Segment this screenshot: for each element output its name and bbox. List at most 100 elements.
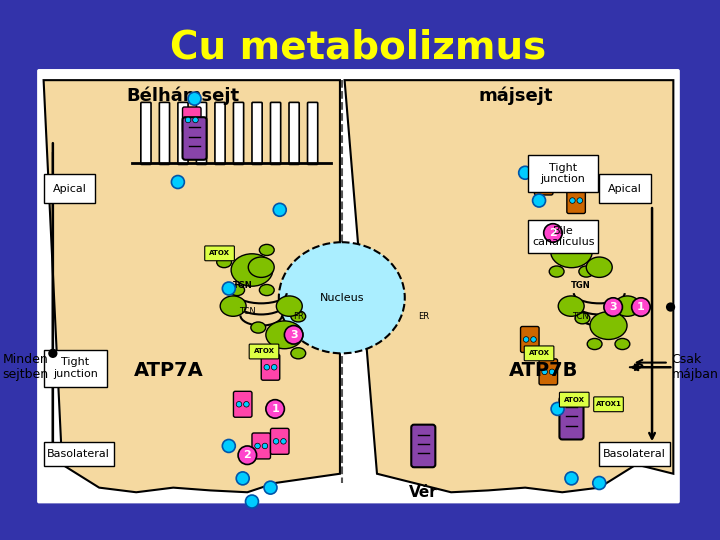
FancyBboxPatch shape [252,433,271,459]
Point [572,413,581,420]
Text: Basolateral: Basolateral [603,449,666,460]
FancyBboxPatch shape [182,107,201,133]
Point [184,133,193,140]
FancyBboxPatch shape [37,69,680,503]
Circle shape [666,302,675,312]
Text: 3: 3 [609,302,617,312]
Point [572,404,581,410]
Circle shape [188,92,201,105]
Point [196,133,204,140]
Text: ATOX: ATOX [209,251,230,256]
Text: Csak
májban: Csak májban [672,353,719,381]
Ellipse shape [263,348,278,359]
FancyBboxPatch shape [411,424,436,467]
Text: 1: 1 [271,404,279,414]
Circle shape [238,446,256,464]
FancyBboxPatch shape [271,103,281,164]
Circle shape [193,117,198,123]
Ellipse shape [291,348,306,359]
Circle shape [243,402,249,407]
Text: Tight
junction: Tight junction [53,357,98,379]
Circle shape [262,443,268,449]
Point [196,143,204,149]
Circle shape [544,224,562,242]
Circle shape [281,438,287,444]
Circle shape [284,326,303,344]
Text: TCN: TCN [239,307,256,316]
Text: Nucleus: Nucleus [320,293,364,303]
Circle shape [523,336,529,342]
Text: Bélhámsejt: Bélhámsejt [126,86,239,105]
Text: Bile
canaliculus: Bile canaliculus [532,226,595,247]
Point [196,124,204,131]
Ellipse shape [291,311,306,322]
FancyBboxPatch shape [539,359,557,385]
Text: Apical: Apical [53,184,86,193]
Ellipse shape [575,313,590,324]
Text: májsejt: májsejt [479,86,553,105]
Circle shape [631,298,650,316]
Circle shape [570,198,575,204]
Text: ER: ER [418,312,429,321]
FancyBboxPatch shape [261,354,280,380]
Text: Tight
junction: Tight junction [541,163,585,185]
Ellipse shape [590,312,627,340]
FancyBboxPatch shape [289,103,300,164]
Text: 2: 2 [243,450,251,460]
Text: TGN: TGN [571,281,590,290]
Circle shape [171,176,184,188]
Ellipse shape [230,285,245,295]
Point [184,143,193,149]
Text: Basolateral: Basolateral [48,449,110,460]
FancyBboxPatch shape [528,220,598,253]
FancyBboxPatch shape [182,117,207,160]
FancyBboxPatch shape [197,103,207,164]
Ellipse shape [231,254,273,286]
Polygon shape [345,80,673,492]
FancyBboxPatch shape [528,155,598,192]
FancyBboxPatch shape [559,392,589,407]
Circle shape [531,336,536,342]
Point [425,441,433,447]
Text: ATP7A: ATP7A [134,361,204,380]
Text: Cu metabolizmus: Cu metabolizmus [171,29,546,67]
Ellipse shape [259,245,274,255]
Text: TGN: TGN [233,281,253,290]
Ellipse shape [220,296,246,316]
Ellipse shape [536,238,551,249]
Point [425,431,433,438]
Circle shape [255,443,261,449]
Circle shape [222,440,235,453]
Ellipse shape [279,242,405,353]
Text: 3: 3 [290,330,297,340]
Ellipse shape [551,235,593,268]
Circle shape [236,472,249,485]
FancyBboxPatch shape [534,169,553,195]
Circle shape [537,179,543,185]
FancyBboxPatch shape [249,344,279,359]
Ellipse shape [615,301,630,313]
Circle shape [604,298,622,316]
Text: TCN: TCN [572,312,589,321]
Circle shape [185,117,191,123]
Circle shape [593,476,606,489]
Circle shape [533,194,546,207]
Ellipse shape [558,296,584,316]
Ellipse shape [259,285,274,295]
Ellipse shape [588,339,602,349]
FancyBboxPatch shape [252,103,262,164]
Circle shape [274,438,279,444]
Ellipse shape [615,339,630,349]
Circle shape [542,369,547,375]
Ellipse shape [614,296,640,316]
Ellipse shape [579,266,594,277]
Point [184,124,193,131]
Point [562,404,570,410]
Point [572,422,581,429]
FancyBboxPatch shape [204,246,235,261]
Text: ATOX1: ATOX1 [595,401,621,407]
FancyBboxPatch shape [215,103,225,164]
Text: Minden
sejtben: Minden sejtben [2,353,48,381]
Circle shape [544,179,550,185]
FancyBboxPatch shape [233,103,243,164]
